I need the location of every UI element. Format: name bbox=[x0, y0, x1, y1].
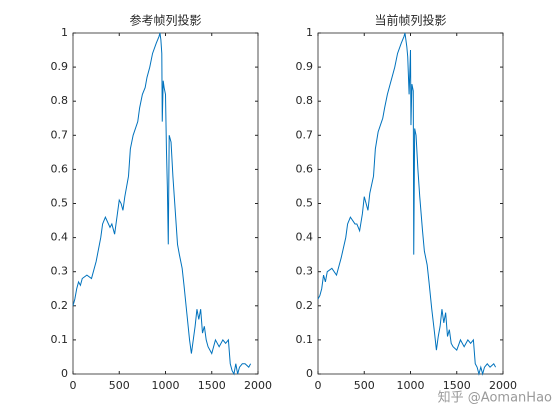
x-tick-label: 2000 bbox=[244, 379, 272, 392]
y-tick-label: 0.9 bbox=[51, 60, 69, 73]
y-tick-label: 1 bbox=[306, 26, 313, 39]
watermark: 知乎 @AomanHao bbox=[438, 390, 552, 406]
y-tick-label: 0.3 bbox=[51, 265, 69, 278]
y-tick-label: 0.6 bbox=[51, 162, 69, 175]
y-tick-label: 0.5 bbox=[51, 197, 69, 210]
x-tick-label: 500 bbox=[354, 379, 375, 392]
chart-title: 参考帧列投影 bbox=[129, 13, 201, 28]
x-tick-label: 1500 bbox=[198, 379, 226, 392]
y-tick-label: 0.9 bbox=[296, 60, 314, 73]
y-tick-label: 0.7 bbox=[51, 128, 69, 141]
y-tick-label: 0.6 bbox=[296, 162, 314, 175]
x-tick-label: 500 bbox=[109, 379, 130, 392]
x-tick-label: 1000 bbox=[397, 379, 425, 392]
y-tick-label: 0.3 bbox=[296, 265, 314, 278]
y-tick-label: 0.1 bbox=[51, 333, 69, 346]
y-tick-label: 0.8 bbox=[51, 94, 69, 107]
y-tick-label: 0.8 bbox=[296, 94, 314, 107]
y-tick-label: 0 bbox=[61, 367, 68, 380]
x-tick-label: 2000 bbox=[489, 379, 517, 392]
x-tick-label: 0 bbox=[70, 379, 77, 392]
data-line bbox=[317, 32, 497, 376]
y-tick-label: 0.7 bbox=[296, 128, 314, 141]
y-tick-label: 0.1 bbox=[296, 333, 314, 346]
x-tick-label: 1000 bbox=[152, 379, 180, 392]
x-tick-label: 0 bbox=[315, 379, 322, 392]
y-tick-label: 0.4 bbox=[51, 231, 69, 244]
data-line bbox=[72, 32, 252, 376]
y-tick-label: 0.2 bbox=[296, 299, 314, 312]
axes-box bbox=[72, 32, 259, 375]
x-tick-label: 1500 bbox=[443, 379, 471, 392]
y-tick-label: 0 bbox=[306, 367, 313, 380]
chart-title: 当前帧列投影 bbox=[374, 13, 446, 28]
y-tick-label: 0.2 bbox=[51, 299, 69, 312]
y-tick-label: 0.4 bbox=[296, 231, 314, 244]
y-tick-label: 1 bbox=[61, 26, 68, 39]
y-tick-label: 0.5 bbox=[296, 197, 314, 210]
